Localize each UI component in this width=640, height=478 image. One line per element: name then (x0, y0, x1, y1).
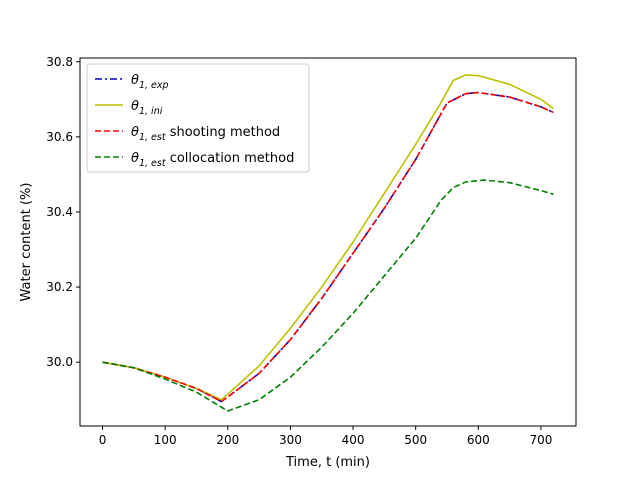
x-tick-label: 500 (404, 433, 427, 447)
x-tick-label: 100 (154, 433, 177, 447)
x-axis-label: Time, t (min) (285, 455, 370, 470)
plot-frame (79, 57, 577, 427)
x-tick-label: 600 (467, 433, 490, 447)
y-tick-label: 30.8 (46, 55, 73, 69)
legend: θ1, exp θ1, ini θ1, est shooting method θ1,… (86, 63, 310, 173)
x-tick-label: 200 (216, 433, 239, 447)
x-axis: 0 100 200 300 400 500 600 700 (99, 426, 552, 447)
y-tick-label: 30.6 (46, 130, 73, 144)
legend-label: θ1, est shooting method (131, 125, 280, 143)
x-tick-label: 700 (529, 433, 552, 447)
plot-series (102, 74, 554, 412)
legend-label: θ1, exp (131, 73, 169, 91)
legend-label: θ1, ini (131, 99, 163, 117)
x-tick-label: 300 (279, 433, 302, 447)
y-axis: 30.0 30.2 30.4 30.6 30.8 (46, 55, 80, 369)
legend-label: θ1, est collocation method (131, 151, 294, 169)
legend-box (86, 63, 310, 173)
y-tick-label: 30.4 (46, 205, 73, 219)
y-axis-label: Water content (%) (19, 183, 34, 302)
series-line-3 (102, 91, 554, 403)
x-tick-label: 400 (342, 433, 365, 447)
y-tick-label: 30.0 (46, 355, 73, 369)
y-tick-label: 30.2 (46, 280, 73, 294)
series-line-4 (102, 179, 554, 412)
x-tick-label: 0 (99, 433, 107, 447)
